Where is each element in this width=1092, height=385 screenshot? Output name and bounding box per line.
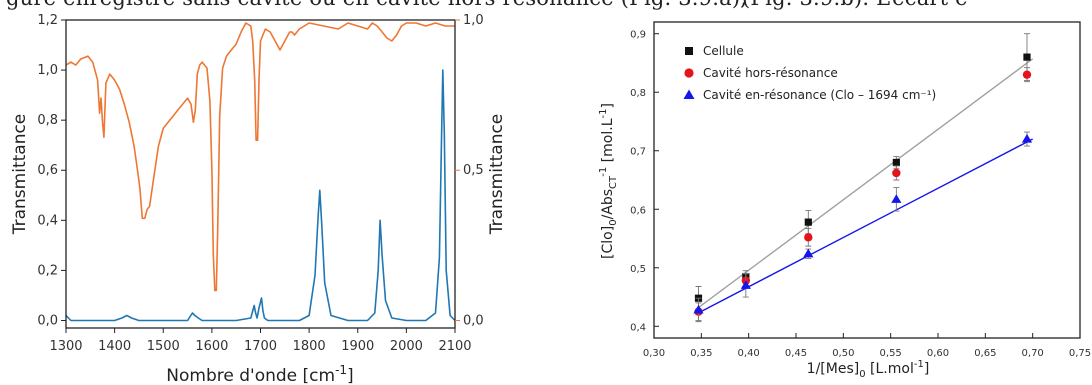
x-tick-label: 0,50	[832, 348, 854, 359]
triangle-data-point	[1021, 133, 1033, 143]
square-data-point	[804, 218, 812, 226]
triangle-data-point	[693, 304, 704, 314]
triangle-data-point	[740, 280, 751, 289]
x-tick-label: 0,65	[974, 348, 996, 359]
right-y-axis-label: Transmittance	[487, 114, 507, 236]
x-axis-label: 1/[Mes]0 [L.mol-1]	[807, 359, 930, 380]
x-tick-label: 0,55	[880, 348, 902, 359]
fit-line	[698, 58, 1034, 309]
x-tick-label: 0,35	[690, 348, 712, 359]
plot-frame	[653, 21, 1081, 339]
x-tick-label: 0,70	[1022, 348, 1044, 359]
x-axis-ticks: 0,30 0,35 0,40 0,45 0,50 0,55 0,60 0,65 0,70 0,75	[643, 333, 1091, 359]
left-y-tick-label: 0,6	[37, 163, 58, 178]
caption-fragment: guré enregistré sans cavité ou en cavité…	[0, 0, 1092, 12]
legend-entry-label: Cellule	[703, 44, 744, 58]
plot-area	[693, 33, 1034, 323]
ir-spectrum-chart: 1300 1400 1500 1600 1700 1800 1900 2000 2100 0,0…	[10, 13, 507, 385]
x-tick-label: 0,30	[643, 348, 665, 359]
y-tick-label: 0,8	[630, 88, 646, 99]
y-tick-label: 0,6	[630, 205, 646, 216]
square-data-point	[1023, 53, 1031, 61]
x-tick-label: 1900	[341, 339, 374, 354]
y-axis-label: [Clo]0/AbsCT-1 [mol.L-1]	[598, 103, 619, 259]
legend: Cellule Cavité hors-résonance Cavité en-ré…	[683, 44, 936, 102]
fit-line	[698, 138, 1033, 314]
circle-data-point	[892, 168, 901, 178]
x-tick-label: 2000	[390, 339, 423, 354]
plot-frame	[65, 19, 456, 329]
x-tick-label: 0,40	[738, 348, 760, 359]
x-axis-ticks: 1300 1400 1500 1600 1700 1800 1900 2000 2100	[49, 328, 472, 354]
x-axis-label: Nombre d'onde [cm-1]	[166, 363, 353, 385]
left-y-tick-label: 0,0	[37, 313, 58, 328]
square-legend-marker	[685, 47, 693, 55]
triangle-data-point	[891, 194, 902, 203]
x-tick-label: 0,60	[927, 348, 949, 359]
left-y-tick-label: 0,4	[37, 213, 58, 228]
x-tick-label: 1600	[195, 339, 228, 354]
legend-entry-label: Cavité hors-résonance	[703, 66, 838, 80]
right-y-axis-ticks: 0,0 0,5 1,0	[455, 13, 484, 328]
circle-data-point	[804, 233, 813, 242]
x-tick-label: 1400	[98, 339, 131, 354]
plot-area	[65, 22, 456, 322]
y-tick-label: 0,4	[630, 322, 646, 333]
x-tick-label: 1300	[49, 339, 82, 354]
x-tick-label: 1500	[147, 339, 180, 354]
x-tick-label: 0,45	[785, 348, 807, 359]
left-y-tick-label: 0,2	[37, 263, 58, 278]
left-y-axis-ticks: 0,0 0,2 0,4 0,6 0,8 1,0 1,2	[37, 13, 66, 328]
left-y-tick-label: 0,8	[37, 113, 58, 128]
circle-data-point	[1022, 70, 1032, 79]
left-y-tick-label: 1,0	[37, 63, 58, 78]
right-y-tick-label: 1,0	[463, 13, 484, 28]
orange-spectrum-line	[65, 22, 455, 292]
caption-left: guré enregistré sans cavité ou en cavité…	[6, 0, 747, 10]
y-axis-ticks: 0,4 0,5 0,6 0,7 0,8 0,9	[630, 30, 659, 333]
x-tick-label: 2100	[438, 339, 471, 354]
x-tick-label: 1800	[293, 339, 326, 354]
legend-entry-label: Cavité en-résonance (Clo – 1694 cm⁻¹)	[703, 88, 936, 102]
caption-right: (Fig. 3.9.b). L’écart e	[742, 0, 968, 10]
blue-spectrum-line	[65, 69, 456, 322]
x-tick-label: 0,75	[1069, 348, 1091, 359]
right-y-tick-label: 0,5	[463, 163, 484, 178]
square-data-point	[892, 158, 900, 167]
circle-legend-marker	[684, 68, 694, 78]
triangle-legend-marker	[683, 89, 695, 99]
right-y-tick-label: 0,0	[463, 313, 484, 328]
y-tick-label: 0,5	[630, 264, 646, 275]
left-y-tick-label: 1,2	[37, 13, 58, 28]
left-y-axis-label: Transmittance	[10, 114, 30, 236]
y-tick-label: 0,9	[630, 30, 646, 41]
y-tick-label: 0,7	[630, 147, 646, 158]
triangle-data-point	[803, 248, 814, 258]
x-tick-label: 1700	[244, 339, 277, 354]
linear-fit-chart: 0,30 0,35 0,40 0,45 0,50 0,55 0,60 0,65 0,70 0,75…	[598, 21, 1091, 380]
